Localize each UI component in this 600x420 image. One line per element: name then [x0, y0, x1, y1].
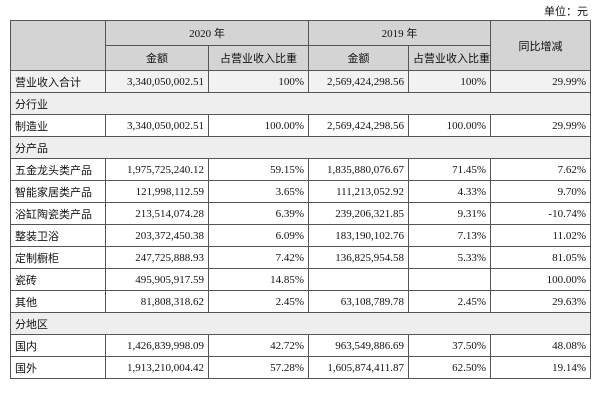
cell: 963,549,886.69	[308, 334, 409, 357]
cell: 100%	[208, 70, 309, 93]
data-row: 其他 81,808,318.62 2.45% 63,108,789.78 2.45% 29…	[10, 290, 591, 313]
section-row: 分产品	[10, 136, 591, 159]
data-row: 营业收入合计 3,340,050,002.51 100% 2,569,424,298.…	[10, 70, 591, 93]
cell: 213,514,074.28	[105, 202, 209, 225]
data-row: 国内 1,426,839,998.09 42.72% 963,549,886.69 37…	[10, 334, 591, 357]
row-label: 浴缸陶瓷类产品	[10, 202, 106, 225]
cell: 62.50%	[408, 356, 491, 379]
cell: 100.00%	[408, 114, 491, 137]
cell: 121,998,112.59	[105, 180, 209, 203]
cell: 4.33%	[408, 180, 491, 203]
cell: 495,905,917.59	[105, 268, 209, 291]
cell	[308, 268, 409, 291]
cell: 7.13%	[408, 224, 491, 247]
cell: 111,213,052.92	[308, 180, 409, 203]
cell: 247,725,888.93	[105, 246, 209, 269]
cell: 183,190,102.76	[308, 224, 409, 247]
cell: 100.00%	[208, 114, 309, 137]
header-row: 金额 占营业收入比重 金额 占营业收入比重	[11, 45, 591, 71]
row-label: 营业收入合计	[10, 70, 106, 93]
header-cell: 2020 年	[105, 20, 309, 46]
cell: 2.45%	[408, 290, 491, 313]
cell: 136,825,954.58	[308, 246, 409, 269]
row-label: 五金龙头类产品	[10, 158, 106, 181]
cell: -10.74%	[490, 202, 591, 225]
cell: 81.05%	[490, 246, 591, 269]
cell: 29.99%	[490, 70, 591, 93]
cell: 2,569,424,298.56	[308, 70, 409, 93]
cell: 29.99%	[490, 114, 591, 137]
cell	[408, 268, 491, 291]
cell: 3,340,050,002.51	[105, 70, 209, 93]
row-label: 国内	[10, 334, 106, 357]
row-label: 定制橱柜	[10, 246, 106, 269]
cell: 6.39%	[208, 202, 309, 225]
header-cell: 占营业收入比重	[408, 45, 491, 71]
data-row: 定制橱柜 247,725,888.93 7.42% 136,825,954.58 5.3…	[10, 246, 591, 269]
cell: 29.63%	[490, 290, 591, 313]
section-row: 分行业	[10, 92, 591, 115]
cell: 1,426,839,998.09	[105, 334, 209, 357]
row-label: 分地区	[10, 312, 591, 335]
revenue-table: 2020 年 2019 年 同比增减 金额 占营业收入比重 金额 占营业收入比重…	[10, 20, 591, 379]
data-row: 制造业 3,340,050,002.51 100.00% 2,569,424,298.…	[10, 114, 591, 137]
header-cell: 金额	[105, 45, 209, 71]
cell: 42.72%	[208, 334, 309, 357]
data-row: 五金龙头类产品 1,975,725,240.12 59.15% 1,835,880,0…	[10, 158, 591, 181]
section-row: 分地区	[10, 312, 591, 335]
row-label: 智能家居类产品	[10, 180, 106, 203]
row-label: 制造业	[10, 114, 106, 137]
cell: 48.08%	[490, 334, 591, 357]
cell: 3.65%	[208, 180, 309, 203]
cell: 14.85%	[208, 268, 309, 291]
cell: 37.50%	[408, 334, 491, 357]
data-row: 智能家居类产品 121,998,112.59 3.65% 111,213,052.92…	[10, 180, 591, 203]
header-cell: 占营业收入比重	[208, 45, 309, 71]
cell: 63,108,789.78	[308, 290, 409, 313]
header-cell	[10, 20, 106, 71]
cell: 19.14%	[490, 356, 591, 379]
cell: 6.09%	[208, 224, 309, 247]
cell: 11.02%	[490, 224, 591, 247]
cell: 71.45%	[408, 158, 491, 181]
row-label: 分产品	[10, 136, 591, 159]
cell: 7.42%	[208, 246, 309, 269]
cell: 203,372,450.38	[105, 224, 209, 247]
cell: 9.31%	[408, 202, 491, 225]
cell: 239,206,321.85	[308, 202, 409, 225]
cell: 1,975,725,240.12	[105, 158, 209, 181]
cell: 1,835,880,076.67	[308, 158, 409, 181]
unit-note: 单位：元	[544, 6, 588, 18]
row-label: 瓷砖	[10, 268, 106, 291]
header-cell: 2019 年	[308, 20, 491, 46]
row-label: 国外	[10, 356, 106, 379]
cell: 9.70%	[490, 180, 591, 203]
header-cell: 同比增减	[490, 20, 591, 71]
data-row: 瓷砖 495,905,917.59 14.85% 100.00%	[10, 268, 591, 291]
row-label: 其他	[10, 290, 106, 313]
cell: 57.28%	[208, 356, 309, 379]
header-cell: 金额	[308, 45, 409, 71]
row-label: 整装卫浴	[10, 224, 106, 247]
data-row: 整装卫浴 203,372,450.38 6.09% 183,190,102.76 7.1…	[10, 224, 591, 247]
data-row: 浴缸陶瓷类产品 213,514,074.28 6.39% 239,206,321.85…	[10, 202, 591, 225]
cell: 1,605,874,411.87	[308, 356, 409, 379]
header-row: 2020 年 2019 年 同比增减	[10, 20, 591, 71]
cell: 100%	[408, 70, 491, 93]
cell: 59.15%	[208, 158, 309, 181]
cell: 7.62%	[490, 158, 591, 181]
cell: 3,340,050,002.51	[105, 114, 209, 137]
row-label: 分行业	[10, 92, 591, 115]
cell: 100.00%	[490, 268, 591, 291]
cell: 5.33%	[408, 246, 491, 269]
cell: 2.45%	[208, 290, 309, 313]
cell: 1,913,210,004.42	[105, 356, 209, 379]
cell: 2,569,424,298.56	[308, 114, 409, 137]
data-row: 国外 1,913,210,004.42 57.28% 1,605,874,411.87…	[10, 356, 591, 379]
cell: 81,808,318.62	[105, 290, 209, 313]
